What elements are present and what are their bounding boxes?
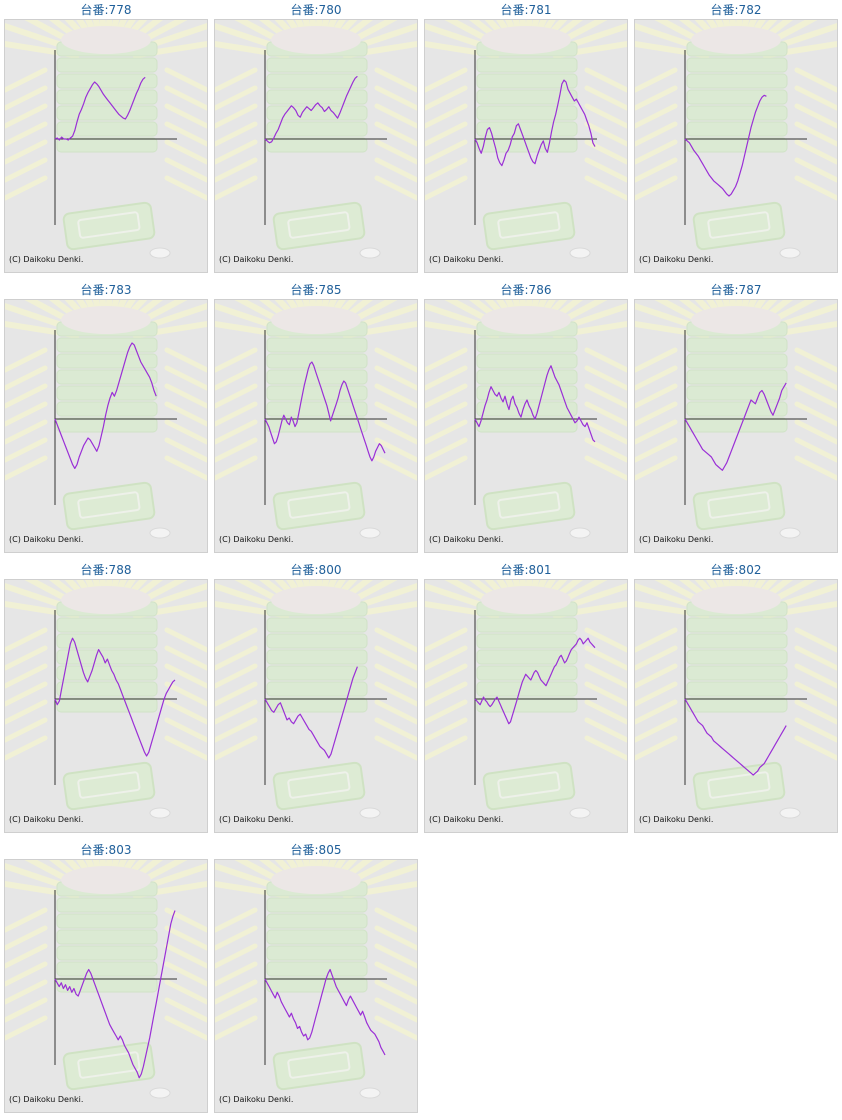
copyright-text: (C) Daikoku Denki. — [639, 535, 714, 544]
background-illustration — [215, 20, 417, 259]
slump-graph-svg — [425, 580, 627, 819]
series-line — [54, 910, 176, 1079]
graph-card: 台番:801 (C) Daikoku Denki. — [424, 560, 628, 834]
slump-graph-svg — [635, 20, 837, 259]
copyright-text: (C) Daikoku Denki. — [9, 535, 84, 544]
series-line — [54, 342, 157, 469]
machine-number-link[interactable]: 台番:803 — [80, 843, 132, 857]
series-line — [264, 666, 358, 759]
slump-graph-svg — [5, 20, 207, 259]
slump-graph-svg — [635, 580, 837, 819]
background-illustration — [215, 300, 417, 539]
series-line — [264, 75, 358, 144]
machine-number-link[interactable]: 台番:787 — [710, 283, 762, 297]
copyright-text: (C) Daikoku Denki. — [429, 535, 504, 544]
graph-card: 台番:802 (C) Daikoku Denki. — [634, 560, 838, 834]
graph-card: 台番:787 (C) Daikoku Denki. — [634, 280, 838, 554]
series-line — [684, 382, 787, 471]
graph-card: 台番:780 (C) Daikoku Denki. — [214, 0, 418, 274]
graph-card: 台番:788 (C) Daikoku Denki. — [4, 560, 208, 834]
slump-graph-svg — [5, 860, 207, 1099]
machine-number-link[interactable]: 台番:785 — [290, 283, 342, 297]
copyright-text: (C) Daikoku Denki. — [429, 255, 504, 264]
background-illustration — [425, 300, 627, 539]
background-illustration — [635, 300, 837, 539]
slump-graph-svg — [215, 860, 417, 1099]
machine-number-link[interactable]: 台番:788 — [80, 563, 132, 577]
machine-number-link[interactable]: 台番:805 — [290, 843, 342, 857]
slump-graph-svg — [425, 300, 627, 539]
slump-graph: (C) Daikoku Denki. — [4, 19, 208, 273]
series-line — [684, 94, 767, 197]
slump-graph: (C) Daikoku Denki. — [4, 299, 208, 553]
background-illustration — [635, 20, 837, 259]
series-line — [474, 79, 596, 167]
machine-number-link[interactable]: 台番:781 — [500, 3, 552, 17]
series-line — [474, 637, 596, 725]
slump-graph-svg — [215, 300, 417, 539]
background-illustration — [5, 580, 207, 819]
series-line — [684, 698, 787, 776]
slump-graph-svg — [215, 580, 417, 819]
series-line — [54, 76, 146, 141]
series-line — [264, 361, 386, 462]
slump-graph: (C) Daikoku Denki. — [4, 579, 208, 833]
series-line — [54, 637, 176, 757]
graph-card: 台番:785 (C) Daikoku Denki. — [214, 280, 418, 554]
series-line — [264, 968, 386, 1056]
copyright-text: (C) Daikoku Denki. — [219, 255, 294, 264]
slump-graph-svg — [5, 300, 207, 539]
slump-graph: (C) Daikoku Denki. — [424, 299, 628, 553]
slump-graph: (C) Daikoku Denki. — [4, 859, 208, 1113]
machine-number-link[interactable]: 台番:780 — [290, 3, 342, 17]
machine-number-link[interactable]: 台番:800 — [290, 563, 342, 577]
slump-graph: (C) Daikoku Denki. — [424, 579, 628, 833]
copyright-text: (C) Daikoku Denki. — [9, 255, 84, 264]
copyright-text: (C) Daikoku Denki. — [429, 815, 504, 824]
graph-card: 台番:778 (C) Daikoku Denki. — [4, 0, 208, 274]
slump-graph: (C) Daikoku Denki. — [424, 19, 628, 273]
slump-graph: (C) Daikoku Denki. — [214, 859, 418, 1113]
slump-graph: (C) Daikoku Denki. — [634, 579, 838, 833]
copyright-text: (C) Daikoku Denki. — [9, 815, 84, 824]
slump-graph-svg — [425, 20, 627, 259]
slump-graph: (C) Daikoku Denki. — [214, 19, 418, 273]
graph-card: 台番:783 (C) Daikoku Denki. — [4, 280, 208, 554]
slump-graph-svg — [215, 20, 417, 259]
graph-card: 台番:803 (C) Daikoku Denki. — [4, 840, 208, 1114]
graph-card: 台番:782 (C) Daikoku Denki. — [634, 0, 838, 274]
copyright-text: (C) Daikoku Denki. — [219, 1095, 294, 1104]
copyright-text: (C) Daikoku Denki. — [639, 255, 714, 264]
graph-card: 台番:781 (C) Daikoku Denki. — [424, 0, 628, 274]
machine-number-link[interactable]: 台番:801 — [500, 563, 552, 577]
series-line — [474, 365, 596, 443]
machine-number-link[interactable]: 台番:783 — [80, 283, 132, 297]
machine-number-link[interactable]: 台番:802 — [710, 563, 762, 577]
copyright-text: (C) Daikoku Denki. — [639, 815, 714, 824]
machine-number-link[interactable]: 台番:778 — [80, 3, 132, 17]
machine-number-link[interactable]: 台番:786 — [500, 283, 552, 297]
slump-graph: (C) Daikoku Denki. — [634, 19, 838, 273]
copyright-text: (C) Daikoku Denki. — [219, 815, 294, 824]
copyright-text: (C) Daikoku Denki. — [219, 535, 294, 544]
slump-graph: (C) Daikoku Denki. — [214, 299, 418, 553]
slump-graph: (C) Daikoku Denki. — [634, 299, 838, 553]
background-illustration — [215, 860, 417, 1099]
graph-card: 台番:800 (C) Daikoku Denki. — [214, 560, 418, 834]
slump-graph: (C) Daikoku Denki. — [214, 579, 418, 833]
background-illustration — [635, 580, 837, 819]
slump-graph-svg — [635, 300, 837, 539]
background-illustration — [215, 580, 417, 819]
background-illustration — [425, 580, 627, 819]
copyright-text: (C) Daikoku Denki. — [9, 1095, 84, 1104]
graph-card: 台番:805 (C) Daikoku Denki. — [214, 840, 418, 1114]
slump-graph-svg — [5, 580, 207, 819]
graph-card: 台番:786 (C) Daikoku Denki. — [424, 280, 628, 554]
machine-number-link[interactable]: 台番:782 — [710, 3, 762, 17]
